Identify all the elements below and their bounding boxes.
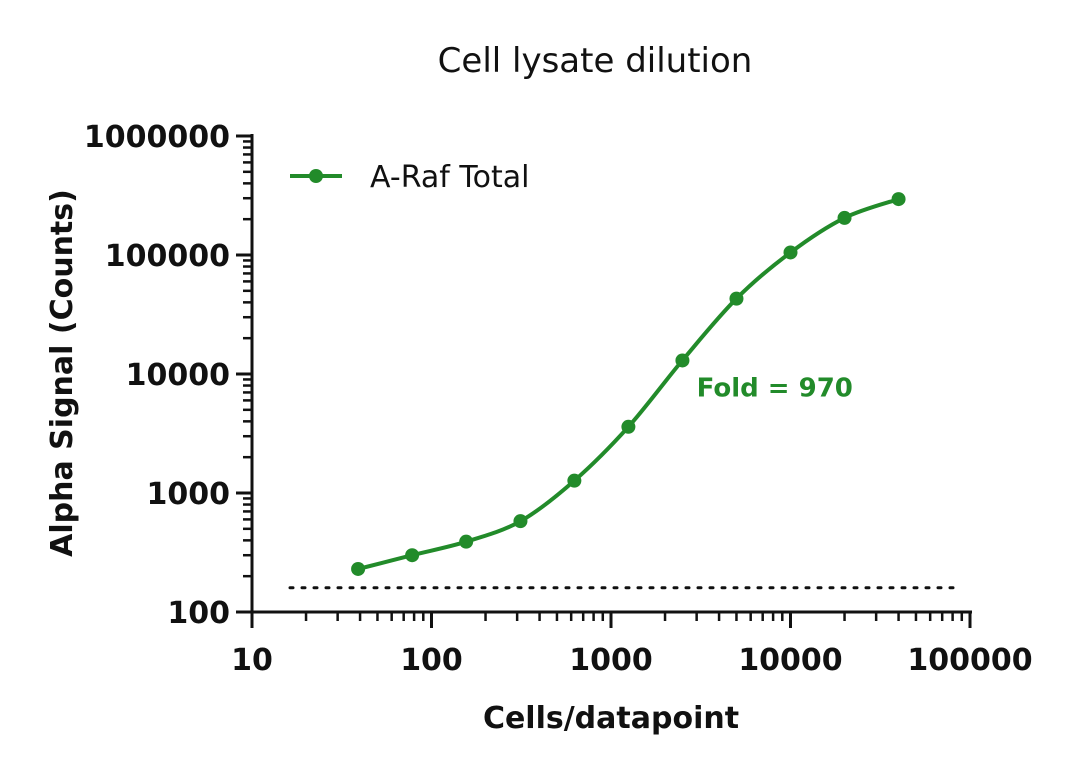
data-point [729, 291, 744, 306]
x-tick-label: 10000 [738, 643, 842, 678]
x-tick-label: 10 [231, 643, 273, 678]
data-point [513, 514, 528, 529]
data-point [405, 548, 420, 563]
data-point [351, 561, 366, 576]
data-point [621, 419, 636, 434]
data-point [459, 534, 474, 549]
series-layer [351, 192, 906, 576]
legend: A-Raf Total [290, 160, 529, 195]
data-point [891, 192, 906, 207]
data-point [783, 245, 798, 260]
y-tick-label: 1000000 [84, 120, 230, 155]
legend-marker [309, 169, 323, 183]
y-tick-label: 1000 [147, 477, 231, 512]
legend-label: A-Raf Total [370, 160, 529, 195]
y-axis-label: Alpha Signal (Counts) [45, 189, 80, 557]
y-tick-label: 100 [167, 596, 230, 631]
data-point [567, 473, 582, 488]
annotations: Fold = 970 [697, 373, 853, 403]
series-fit-line [357, 197, 900, 571]
x-tick-label: 100 [400, 643, 463, 678]
x-tick-label: 100000 [907, 643, 1032, 678]
x-tick-label: 1000 [569, 643, 653, 678]
chart-title: Cell lysate dilution [438, 41, 753, 81]
axes: 10 100 1000 10000 10000010010001000010000010… [84, 120, 1033, 678]
y-tick-label: 100000 [105, 239, 230, 274]
x-axis-label: Cells/datapoint [483, 701, 739, 736]
fold-annotation: Fold = 970 [697, 373, 853, 403]
data-point [675, 353, 690, 368]
y-tick-label: 10000 [126, 358, 230, 393]
data-point [837, 210, 852, 225]
